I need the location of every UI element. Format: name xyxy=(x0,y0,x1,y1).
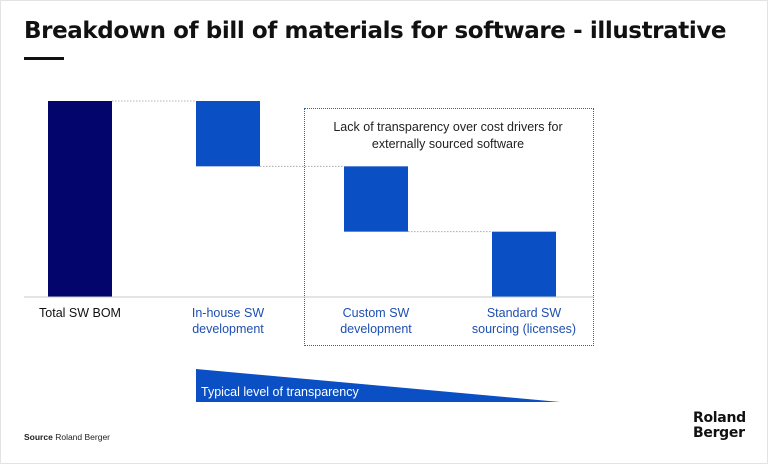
bar-0 xyxy=(48,101,112,297)
category-label-2: Custom SW development xyxy=(340,306,412,336)
logo-line-2: Berger xyxy=(693,425,745,441)
transparency-label: Typical level of transparency xyxy=(201,385,359,399)
bars-group xyxy=(48,101,556,297)
bar-1 xyxy=(196,101,260,167)
roland-berger-logo: Roland Berger xyxy=(693,411,746,441)
source-text: Roland Berger xyxy=(55,432,111,442)
category-label-0: Total SW BOM xyxy=(39,306,121,320)
box-annotation: Lack of transparency over cost drivers f… xyxy=(333,120,563,151)
transparency-wedge xyxy=(196,369,560,402)
source-note: Source Roland Berger xyxy=(24,432,110,442)
category-label-1: In-house SW development xyxy=(191,306,265,336)
title-underline xyxy=(24,57,64,60)
connectors-group xyxy=(112,100,492,233)
source-label: Source xyxy=(24,432,53,442)
bar-3 xyxy=(492,231,556,297)
logo-line-1: Roland xyxy=(693,410,746,426)
category-label-3: Standard SW sourcing (licenses) xyxy=(471,306,577,336)
external-sourcing-highlight-box xyxy=(304,108,594,346)
bar-2 xyxy=(344,166,408,232)
slide-title: Breakdown of bill of materials for softw… xyxy=(24,18,727,44)
